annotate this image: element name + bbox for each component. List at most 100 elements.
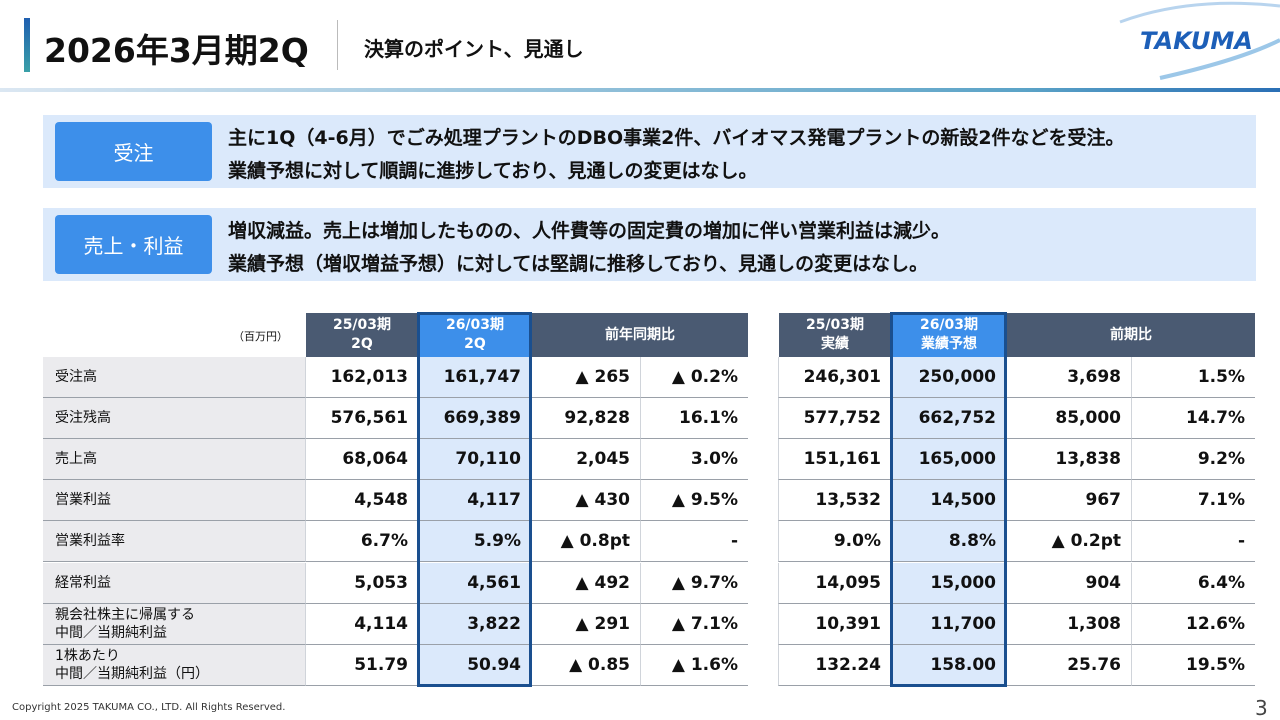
table-cell: 3,698 xyxy=(1006,357,1131,399)
table-cell: ▲ 265 xyxy=(531,357,640,399)
page-number: 3 xyxy=(1255,696,1268,720)
row-label-line: 中間／当期純利益 xyxy=(55,624,167,641)
row-label-line: 親会社株主に帰属する xyxy=(55,606,195,623)
table-cell: 92,828 xyxy=(531,398,640,440)
table-cell: 5.9% xyxy=(418,521,531,563)
table-cell: ▲ 1.6% xyxy=(640,644,748,686)
table-cell: ▲ 7.1% xyxy=(640,603,748,645)
table-cell: ▲ 0.85 xyxy=(531,644,640,686)
table-cell: 9.0% xyxy=(778,521,891,563)
header-rule xyxy=(0,88,1280,92)
table-cell: 9.2% xyxy=(1131,439,1255,481)
table-cell: 85,000 xyxy=(1006,398,1131,440)
table-cell: 4,117 xyxy=(418,480,531,522)
table-cell: ▲ 0.2% xyxy=(640,357,748,399)
point-text: 増収減益。売上は増加したものの、人件費等の固定費の増加に伴い営業利益は減少。 xyxy=(228,220,951,242)
table-cell: 12.6% xyxy=(1131,603,1255,645)
table-cell: ▲ 9.7% xyxy=(640,562,748,604)
table-cell: 1.5% xyxy=(1131,357,1255,399)
table-cell: 70,110 xyxy=(418,439,531,481)
table-cell: - xyxy=(640,521,748,563)
header-line: 2Q xyxy=(351,336,373,352)
table-cell: ▲ 9.5% xyxy=(640,480,748,522)
row-label-line: 営業利益率 xyxy=(55,533,125,550)
row-label: 営業利益率 xyxy=(43,521,305,563)
table-cell: 2,045 xyxy=(531,439,640,481)
highlight-frame xyxy=(890,312,1007,687)
logo: TAKUMA xyxy=(1140,27,1253,55)
point-label: 売上・利益 xyxy=(55,215,212,274)
table-cell: ▲ 430 xyxy=(531,480,640,522)
table-cell: 151,161 xyxy=(778,439,891,481)
table-cell: 669,389 xyxy=(418,398,531,440)
table-cell: 158.00 xyxy=(891,644,1006,686)
table-cell: 4,114 xyxy=(305,603,418,645)
header-line: 2Q xyxy=(464,336,486,352)
header-line: 25/03期 xyxy=(805,317,865,333)
table-header: 26/03期 業績予想 xyxy=(891,313,1006,357)
table-cell: 19.5% xyxy=(1131,644,1255,686)
table-cell: 6.4% xyxy=(1131,562,1255,604)
row-label: 受注高 xyxy=(43,357,305,399)
table-cell: 25.76 xyxy=(1006,644,1131,686)
table-cell: 7.1% xyxy=(1131,480,1255,522)
row-label: 営業利益 xyxy=(43,480,305,522)
header-line: 業績予想 xyxy=(921,336,977,352)
table-cell: 10,391 xyxy=(778,603,891,645)
header-line: 25/03期 xyxy=(332,317,392,333)
header-line: 26/03期 xyxy=(445,317,505,333)
table-cell: 662,752 xyxy=(891,398,1006,440)
table-header: 25/03期 2Q xyxy=(305,313,418,357)
row-label-line: 中間／当期純利益（円） xyxy=(55,665,209,682)
table-header: 前期比 xyxy=(1006,313,1255,357)
table-cell: ▲ 291 xyxy=(531,603,640,645)
table-cell: 13,838 xyxy=(1006,439,1131,481)
table-cell: 16.1% xyxy=(640,398,748,440)
table-cell: 577,752 xyxy=(778,398,891,440)
table-cell: 3,822 xyxy=(418,603,531,645)
header-line: 26/03期 xyxy=(919,317,979,333)
table-cell: 14.7% xyxy=(1131,398,1255,440)
table-header: 前年同期比 xyxy=(531,313,748,357)
table-cell: 246,301 xyxy=(778,357,891,399)
copyright: Copyright 2025 TAKUMA CO., LTD. All Righ… xyxy=(12,702,286,713)
table-header: 26/03期 2Q xyxy=(418,313,531,357)
table-cell: - xyxy=(1131,521,1255,563)
table-cell: 51.79 xyxy=(305,644,418,686)
table-cell: 162,013 xyxy=(305,357,418,399)
table-cell: 14,500 xyxy=(891,480,1006,522)
row-label-line: 受注残高 xyxy=(55,410,111,427)
row-label: 受注残高 xyxy=(43,398,305,440)
header-line: 前期比 xyxy=(1110,326,1152,343)
unit-label: （百万円） xyxy=(233,330,288,343)
row-label-line: 経常利益 xyxy=(55,574,111,591)
table-cell: 904 xyxy=(1006,562,1131,604)
table-cell: 6.7% xyxy=(305,521,418,563)
table-cell: ▲ 0.2pt xyxy=(1006,521,1131,563)
subtitle: 決算のポイント、見通し xyxy=(364,37,584,61)
logo-swoosh xyxy=(1119,1,1280,80)
row-label-line: 売上高 xyxy=(55,451,97,468)
row-label: 親会社株主に帰属する 中間／当期純利益 xyxy=(43,603,305,645)
table-cell: 11,700 xyxy=(891,603,1006,645)
table-cell: 13,532 xyxy=(778,480,891,522)
table-cell: 14,095 xyxy=(778,562,891,604)
table-cell: 250,000 xyxy=(891,357,1006,399)
table-cell: 1,308 xyxy=(1006,603,1131,645)
title-bar xyxy=(24,18,30,72)
header-line: 前年同期比 xyxy=(605,326,675,343)
table-cell: 132.24 xyxy=(778,644,891,686)
row-label: 経常利益 xyxy=(43,562,305,604)
table-cell: 967 xyxy=(1006,480,1131,522)
table-cell: 576,561 xyxy=(305,398,418,440)
highlight-frame xyxy=(417,312,532,687)
point-text: 業績予想に対して順調に進捗しており、見通しの変更はなし。 xyxy=(228,160,758,182)
table-header: 25/03期 実績 xyxy=(778,313,891,357)
table-cell: 68,064 xyxy=(305,439,418,481)
point-box xyxy=(43,208,1256,281)
table-cell: 15,000 xyxy=(891,562,1006,604)
table-cell: 4,561 xyxy=(418,562,531,604)
table-cell: 161,747 xyxy=(418,357,531,399)
point-text: 主に1Q（4-6月）でごみ処理プラントのDBO事業2件、バイオマス発電プラントの… xyxy=(228,127,1125,149)
title: 2026年3月期2Q xyxy=(44,31,309,70)
